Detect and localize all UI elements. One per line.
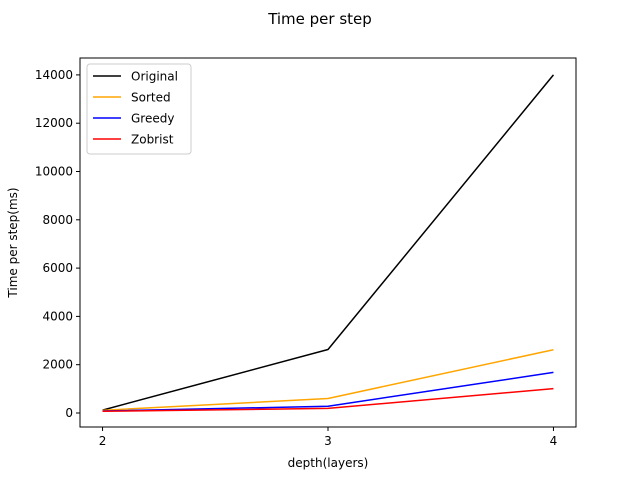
series-line-zobrist xyxy=(102,387,554,413)
y-tick-label: 4000 xyxy=(42,309,73,323)
y-tick-label: 14000 xyxy=(35,68,73,82)
legend-label-sorted: Sorted xyxy=(131,91,171,105)
y-tick-label: 6000 xyxy=(42,261,73,275)
legend-label-zobrist: Zobrist xyxy=(131,133,174,147)
y-tick-label: 0 xyxy=(65,406,73,420)
legend-label-greedy: Greedy xyxy=(131,112,174,126)
y-tick-label: 8000 xyxy=(42,213,73,227)
series-line-original xyxy=(102,74,555,411)
y-tick-label: 10000 xyxy=(35,165,73,179)
series-line-sorted xyxy=(102,348,554,412)
legend-label-original: Original xyxy=(131,70,178,84)
x-tick-label: 2 xyxy=(99,434,107,448)
legend-box xyxy=(86,63,192,155)
chart-title: Time per step xyxy=(267,10,372,28)
series-line-greedy xyxy=(102,371,554,412)
x-axis-title: depth(layers) xyxy=(288,456,369,470)
legend: Original Sorted Greedy Zobrist xyxy=(86,63,192,155)
y-tick-label: 2000 xyxy=(42,358,73,372)
y-axis-title: Time per step(ms) xyxy=(6,187,20,298)
x-tick-label: 4 xyxy=(550,434,558,448)
y-tick-label: 12000 xyxy=(35,116,73,130)
x-tick-label: 3 xyxy=(324,434,332,448)
